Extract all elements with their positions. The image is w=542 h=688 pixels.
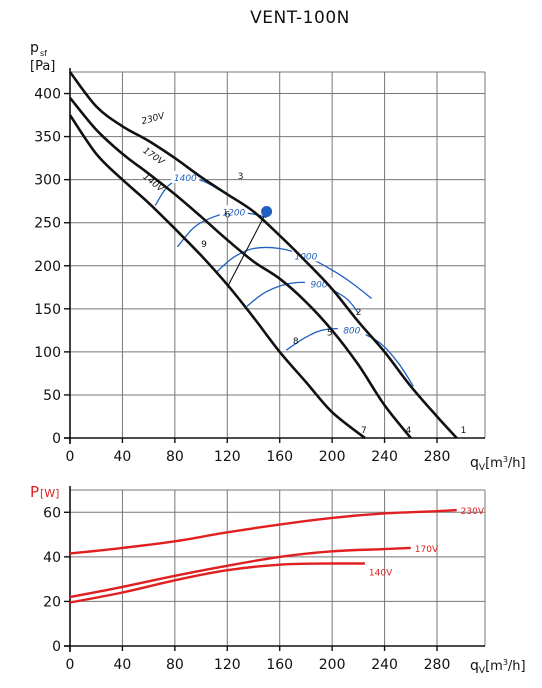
power-ylabel: P [30, 483, 39, 501]
rpm-label-900: 900 [310, 281, 327, 291]
pressure-ytick-label-400: 400 [34, 87, 61, 103]
pressure-xtick-label-80: 80 [166, 449, 184, 465]
op-point-label-6: 6 [225, 211, 231, 221]
power-curve-140V [69, 562, 365, 604]
power-ytick-label-20: 20 [43, 594, 61, 610]
pressure-ytick-label-150: 150 [34, 302, 61, 318]
pressure-xtick-label-240: 240 [371, 449, 398, 465]
op-point-label-8: 8 [293, 337, 299, 347]
operating-point-marker [261, 206, 273, 218]
rpm-label-1400: 1400 [174, 174, 197, 184]
power-panel: 0 40 80 120 160 200 240 280 0 20 40 60P [W] qV[m3/h] 2… [30, 483, 526, 676]
pressure-xtick-label-40: 40 [114, 449, 132, 465]
rpm-label-bg-1400 [171, 170, 200, 183]
power-xtick-label-200: 200 [319, 657, 346, 673]
pressure-ytick-label-100: 100 [34, 345, 61, 361]
op-point-label-5: 5 [327, 329, 333, 339]
power-xtick-label-160: 160 [266, 657, 293, 673]
pressure-ytick-label-50: 50 [43, 388, 61, 404]
power-xtick-label-0: 0 [66, 657, 75, 673]
rpm-curve-800 [285, 328, 414, 387]
pressure-xlabel: qV[m3/h] [470, 455, 526, 473]
pressure-ytick-label-350: 350 [34, 130, 61, 146]
power-ylabel-unit: [W] [40, 487, 59, 500]
power-xtick-label-120: 120 [214, 657, 241, 673]
op-point-label-1: 1 [461, 426, 467, 436]
power-xtick-label-240: 240 [371, 657, 398, 673]
pressure-xtick-label-0: 0 [66, 449, 75, 465]
pressure-curve-140V [68, 114, 366, 440]
power-series-label-170V: 170V [415, 545, 439, 555]
rpm-label-800: 800 [343, 326, 360, 336]
rpm-label-bg-1000 [291, 249, 320, 262]
chart-title: VENT-100N [250, 8, 350, 28]
power-xtick-label-80: 80 [166, 657, 184, 673]
pressure-xtick-label-120: 120 [214, 449, 241, 465]
power-xlabel: qV[m3/h] [470, 658, 526, 676]
power-ytick-label-0: 0 [52, 639, 61, 655]
pressure-ytick-label-300: 300 [34, 173, 61, 189]
rpm-label-1000: 1000 [294, 252, 317, 262]
pressure-ytick-label-200: 200 [34, 259, 61, 275]
rpm-label-1200: 1200 [222, 208, 245, 218]
pressure-ytick-label-0: 0 [52, 431, 61, 447]
rpm-label-bg-800 [337, 323, 366, 336]
pressure-series-label-230V: 230V [141, 111, 167, 127]
power-curve-230V [69, 508, 457, 555]
power-series-label-140V: 140V [369, 569, 393, 579]
system-curve [226, 211, 268, 288]
pressure-ylabel-unit: [Pa] [30, 59, 55, 74]
power-curve-170V [69, 546, 411, 599]
power-xtick-label-280: 280 [424, 657, 451, 673]
op-point-label-3: 3 [238, 172, 244, 182]
pressure-xtick-label-160: 160 [266, 449, 293, 465]
op-point-label-9: 9 [201, 240, 207, 250]
pressure-ylabel-sub: sf [40, 49, 47, 58]
power-series-label-230V: 230V [461, 507, 485, 517]
power-ytick-label-40: 40 [43, 550, 61, 566]
op-point-label-7: 7 [361, 426, 367, 436]
pressure-curve-170V [68, 96, 412, 439]
pressure-ylabel: p [30, 40, 39, 56]
rpm-label-bg-1200 [219, 205, 248, 218]
power-ytick-label-60: 60 [43, 505, 61, 521]
power-xtick-label-40: 40 [114, 657, 132, 673]
pressure-curve-230V [68, 71, 458, 439]
op-point-label-2: 2 [356, 308, 362, 318]
pressure-xtick-label-200: 200 [319, 449, 346, 465]
pressure-panel: 0 40 80 120 160 200 240 28005010015020025030035… [30, 40, 526, 473]
pressure-xtick-label-280: 280 [424, 449, 451, 465]
pressure-ytick-label-250: 250 [34, 216, 61, 232]
op-point-label-4: 4 [406, 426, 412, 436]
